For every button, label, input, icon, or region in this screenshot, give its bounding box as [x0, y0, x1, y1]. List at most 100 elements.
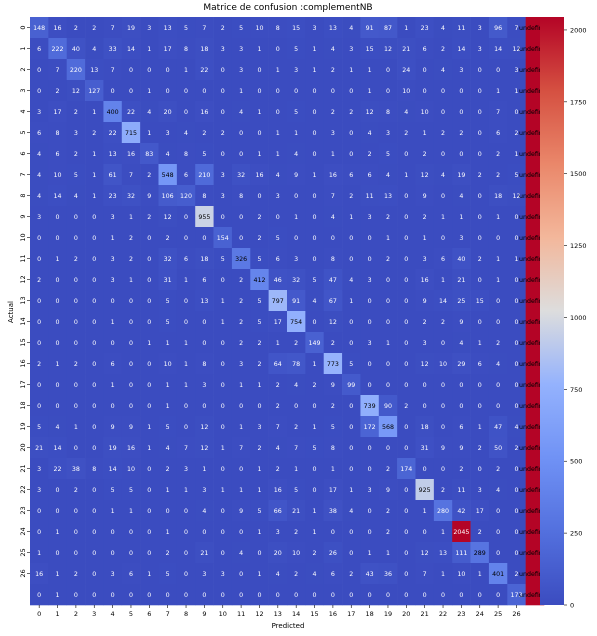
- heatmap-cell: [48, 101, 68, 123]
- heatmap-cell-value: 0: [386, 67, 390, 74]
- heatmap-cell: [176, 206, 196, 228]
- heatmap-cell: [525, 311, 545, 333]
- heatmap-cell-value: 1: [56, 256, 60, 263]
- heatmap-cell-value: 31: [164, 277, 172, 284]
- y-tick-label: 22: [19, 485, 27, 493]
- heatmap-cell-value: 0: [184, 529, 188, 536]
- heatmap-cell-value: 1: [386, 235, 390, 242]
- heatmap-cell-value: 0: [56, 508, 60, 515]
- heatmap-cell: [287, 311, 306, 333]
- heatmap-cell-value: 2: [423, 214, 427, 221]
- heatmap-cell: [397, 500, 416, 522]
- heatmap-cell-value: 0: [37, 67, 41, 74]
- heatmap-cell: [525, 80, 545, 102]
- heatmap-cell-value: 1: [147, 88, 151, 95]
- heatmap-cell-value: undefined: [519, 214, 551, 221]
- heatmap-cell: [488, 563, 508, 585]
- heatmap-cell: [103, 269, 123, 291]
- heatmap-cell: [103, 521, 123, 543]
- heatmap-cell-value: 22: [54, 466, 62, 473]
- heatmap-cell-value: 0: [349, 319, 353, 326]
- heatmap-cell-value: 106: [162, 193, 174, 200]
- heatmap-cell: [158, 143, 178, 165]
- heatmap-cell: [158, 269, 178, 291]
- heatmap-cell-value: 0: [147, 403, 151, 410]
- heatmap-cell-value: 0: [147, 67, 151, 74]
- heatmap-cell-value: 36: [384, 571, 392, 578]
- heatmap-cell-value: 17: [329, 487, 337, 494]
- heatmap-cell: [360, 101, 380, 123]
- heatmap-cell: [305, 290, 325, 312]
- heatmap-cell: [268, 164, 288, 186]
- heatmap-cell-value: 0: [514, 109, 518, 116]
- heatmap-cell: [213, 311, 233, 333]
- heatmap-cell-value: 5: [313, 277, 317, 284]
- heatmap-cell-value: 0: [129, 361, 133, 368]
- heatmap-cell: [66, 479, 86, 501]
- heatmap-cell-value: 19: [109, 445, 117, 452]
- heatmap-cell-value: 15: [476, 298, 484, 305]
- heatmap-cell: [488, 206, 508, 228]
- heatmap-cell: [305, 38, 325, 60]
- heatmap-cell-value: 0: [404, 487, 408, 494]
- heatmap-cell: [507, 248, 526, 270]
- heatmap-cell: [195, 143, 214, 165]
- heatmap-cell: [507, 311, 526, 333]
- heatmap-cell: [30, 101, 49, 123]
- heatmap-cell-value: 0: [368, 298, 372, 305]
- heatmap-cell-value: 1: [184, 487, 188, 494]
- heatmap-cell: [470, 17, 490, 39]
- heatmap-cell-value: 22: [109, 130, 117, 137]
- heatmap-cell: [140, 80, 159, 102]
- x-tick-label: 18: [365, 610, 373, 618]
- heatmap-cell-value: 7: [111, 25, 115, 32]
- heatmap-cell-value: 0: [514, 466, 518, 473]
- heatmap-cell: [323, 416, 343, 438]
- heatmap-cell-value: 0: [221, 466, 225, 473]
- heatmap-cell: [397, 80, 416, 102]
- heatmap-cell-value: 2: [478, 256, 482, 263]
- heatmap-cell-value: 96: [494, 25, 502, 32]
- heatmap-cell: [360, 353, 380, 375]
- y-tick-label: 12: [19, 275, 27, 283]
- heatmap-cell-value: 1: [349, 214, 353, 221]
- heatmap-cell: [470, 521, 490, 543]
- heatmap-cell-value: 0: [184, 109, 188, 116]
- heatmap-cell: [305, 521, 325, 543]
- heatmap-cell-value: 0: [221, 529, 225, 536]
- heatmap-cell: [231, 269, 251, 291]
- heatmap-cell: [66, 332, 86, 354]
- heatmap-cell-value: 2: [514, 445, 518, 452]
- heatmap-cell-value: 3: [111, 256, 115, 263]
- heatmap-cell: [213, 395, 233, 417]
- heatmap-cell: [231, 458, 251, 480]
- heatmap-cell-value: 0: [459, 592, 463, 599]
- heatmap-cell-value: 0: [37, 592, 41, 599]
- heatmap-cell: [342, 290, 361, 312]
- y-tick-label: 19: [19, 422, 27, 430]
- heatmap-cell: [525, 542, 545, 564]
- heatmap-cell: [360, 38, 380, 60]
- heatmap-cell: [121, 332, 141, 354]
- heatmap-cell: [415, 164, 435, 186]
- heatmap-cell-value: 3: [478, 487, 482, 494]
- heatmap-cell: [323, 353, 343, 375]
- heatmap-cell-value: undefined: [519, 508, 551, 515]
- heatmap-cell-value: 2: [257, 361, 261, 368]
- heatmap-cell: [342, 269, 361, 291]
- heatmap-cell-value: 0: [386, 277, 390, 284]
- heatmap-cell: [176, 290, 196, 312]
- heatmap-cell-value: 2: [239, 319, 243, 326]
- heatmap-cell: [305, 353, 325, 375]
- heatmap-cell-value: 3: [37, 214, 41, 221]
- heatmap-cell: [452, 374, 471, 396]
- heatmap-cell-value: 23: [109, 193, 117, 200]
- heatmap-cell: [507, 227, 526, 249]
- heatmap-cell: [452, 248, 471, 270]
- heatmap-cell: [195, 290, 214, 312]
- heatmap-cell-value: 2: [459, 130, 463, 137]
- heatmap-cell: [176, 332, 196, 354]
- heatmap-cell: [121, 17, 141, 39]
- heatmap-cell-value: 2: [239, 298, 243, 305]
- heatmap-cell: [140, 185, 159, 207]
